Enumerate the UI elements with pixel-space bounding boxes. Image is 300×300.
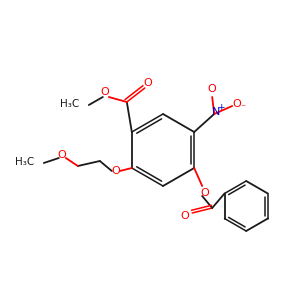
Text: ⁻: ⁻ — [241, 103, 246, 113]
Text: O: O — [208, 84, 217, 94]
Text: N: N — [212, 107, 220, 117]
Text: O: O — [181, 211, 190, 221]
Text: O: O — [233, 99, 242, 109]
Text: O: O — [111, 166, 120, 176]
Text: O: O — [100, 87, 109, 97]
Text: +: + — [218, 103, 225, 112]
Text: O: O — [143, 78, 152, 88]
Text: O: O — [201, 188, 210, 198]
Text: H₃C: H₃C — [15, 157, 34, 167]
Text: H₃C: H₃C — [60, 99, 79, 109]
Text: O: O — [57, 150, 66, 160]
